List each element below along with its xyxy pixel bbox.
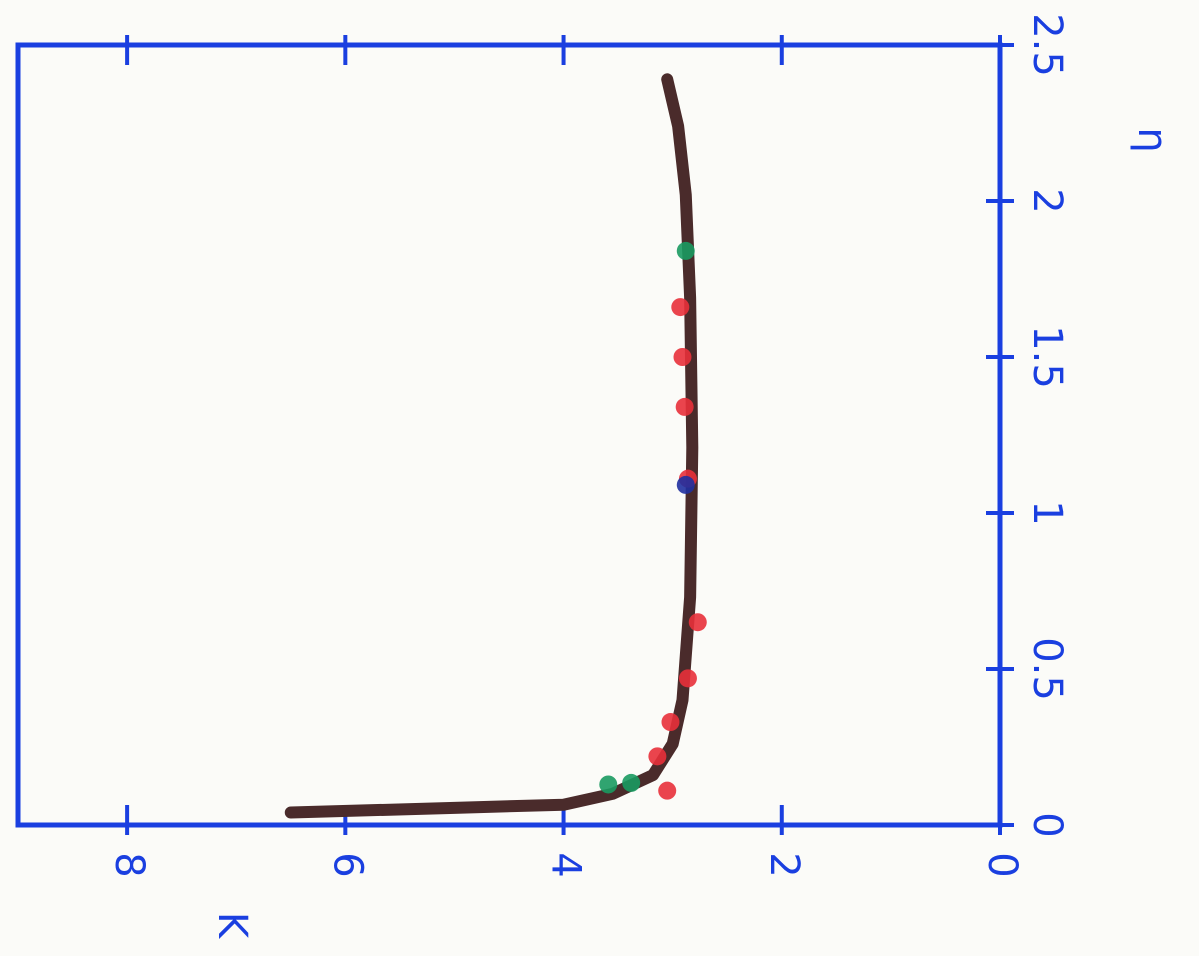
y-tick-label: 0.5 — [1024, 637, 1070, 701]
data-point — [676, 398, 694, 416]
x-tick-label: 4 — [543, 852, 589, 877]
data-point — [689, 613, 707, 631]
x-axis-title: K — [209, 912, 255, 940]
data-point — [673, 348, 691, 366]
chart: η K 0 0.5 1 1.5 2 2.5 8 6 4 2 0 — [0, 0, 1199, 956]
y-tick-label: 2.5 — [1024, 13, 1070, 77]
y-tick-label: 0 — [1024, 812, 1070, 837]
data-point — [677, 242, 695, 260]
data-point — [677, 476, 695, 494]
data-point — [599, 775, 617, 793]
page: {"chart_data": {"type": "line", "x_label… — [0, 0, 1199, 956]
y-tick-label: 1 — [1024, 500, 1070, 525]
y-tick-label: 1.5 — [1024, 325, 1070, 389]
data-point — [671, 298, 689, 316]
data-point — [648, 747, 666, 765]
y-tick-label: 2 — [1024, 188, 1070, 213]
data-point — [679, 669, 697, 687]
data-point — [622, 774, 640, 792]
x-tick-label: 6 — [324, 852, 370, 877]
plot-frame — [18, 45, 1000, 825]
x-tick-label: 8 — [106, 852, 152, 877]
curve — [291, 79, 693, 812]
data-point — [658, 782, 676, 800]
data-point — [661, 713, 679, 731]
x-tick-label: 0 — [979, 852, 1025, 877]
y-axis-title: η — [1129, 127, 1175, 152]
x-tick-label: 2 — [761, 852, 807, 877]
